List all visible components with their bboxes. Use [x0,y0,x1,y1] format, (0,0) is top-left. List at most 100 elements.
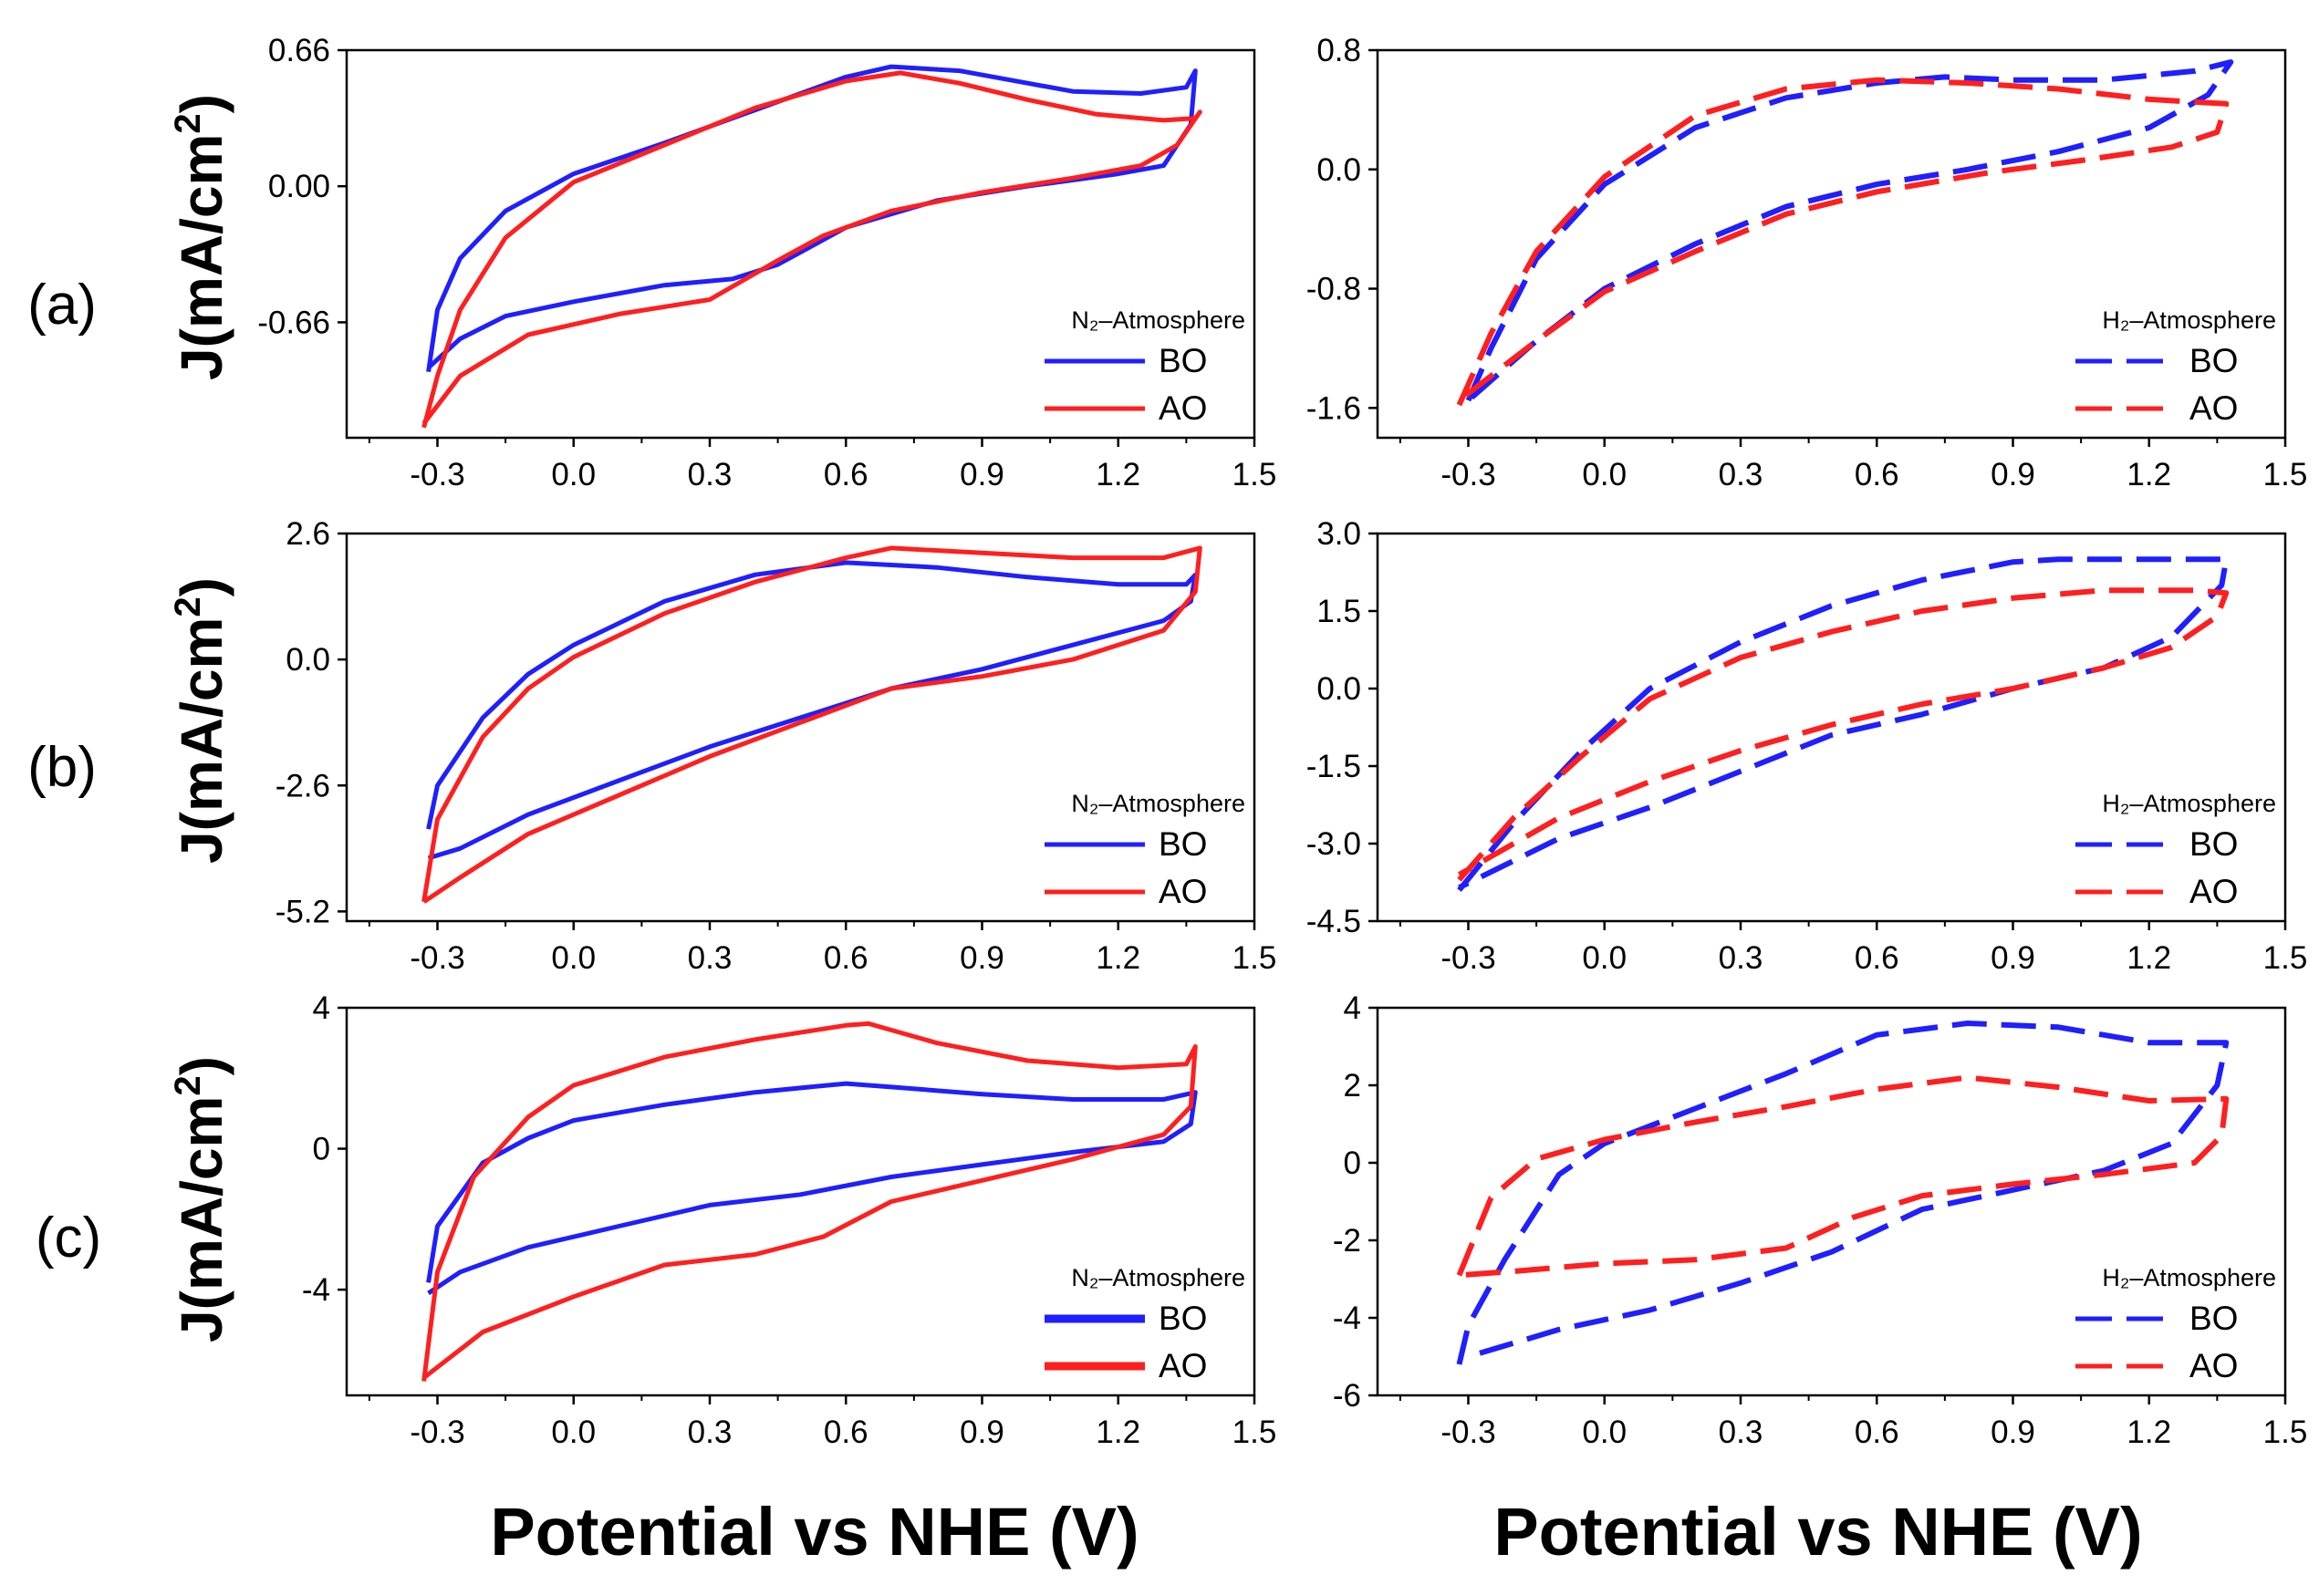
series-line-BO [426,64,1198,373]
series-line-BO [1457,556,2230,892]
x-tick-label: 1.2 [1096,940,1140,976]
y-axis-title-b: J(mA/cm2) [168,577,234,864]
legend-title: H₂–Atmosphere [2102,790,2276,817]
x-tick-label: 0.3 [688,1415,733,1450]
x-tick-label: -0.3 [1440,1415,1495,1450]
legend-label-BO: BO [1159,1300,1207,1337]
x-tick-label: 0.9 [1991,940,2035,976]
x-tick-label: 0.6 [824,940,868,976]
x-tick-label: 0.3 [1719,1415,1763,1450]
y-tick-label: 0.8 [1316,33,1361,68]
y-tick-label: -2 [1333,1223,1361,1259]
x-tick-label: 1.2 [1096,457,1140,492]
legend-label-BO: BO [2189,825,2238,863]
x-tick-label: 0.3 [1719,940,1763,976]
legend-title: H₂–Atmosphere [2102,1264,2276,1291]
y-tick-label: -4 [1333,1301,1361,1336]
x-tick-label: 0.6 [824,457,868,492]
x-tick-label: -0.3 [410,1415,464,1450]
x-tick-label: 0.0 [1582,1415,1627,1450]
plot-frame [1376,1006,2287,1397]
y-tick-label: -2.6 [276,768,330,803]
x-tick-label: 0.6 [1855,940,1899,976]
legend-label-AO: AO [2189,1347,2238,1384]
x-tick-label: -0.3 [1440,457,1495,492]
series-line-AO [1456,77,2230,407]
series-line-AO [421,70,1202,429]
legend-label-BO: BO [1159,825,1207,863]
panel-b-H2: -0.3 0.0 0.3 0.6 0.9 1.2 1.5 3.0 1.5 0.0 -1.5 -3.0 -… [1306,516,2308,976]
y-tick-label: -4.5 [1306,904,1361,939]
x-tick-label: 0.0 [551,1415,596,1450]
x-tick-label: 1.5 [2263,940,2308,976]
x-tick-label: -0.3 [410,940,464,976]
x-tick-label: 0.9 [960,457,1004,492]
y-axis-title-text: J(mA/cm [169,617,234,864]
y-axis-title-sup: 2 [168,1075,208,1095]
y-tick-label: -3.0 [1306,826,1361,862]
panel-b-N2: -0.3 0.0 0.3 0.6 0.9 1.2 1.5 2.6 0.0 -2.6 -5.2 N₂–A… [276,516,1277,976]
y-tick-label: 0.0 [1316,152,1361,188]
x-axis-title-left: Potential vs NHE (V) [490,1494,1139,1570]
plot-frame [345,532,1256,923]
series-line-AO [421,1021,1198,1382]
legend-title: N₂–Atmosphere [1071,306,1245,334]
y-tick-label: 0.0 [286,642,330,678]
y-axis-title-end: ) [169,1056,234,1075]
y-tick-label: -5.2 [276,894,330,929]
x-tick-label: 1.2 [2127,940,2171,976]
series-line-AO [1457,587,2230,882]
plot-frame [345,48,1256,440]
x-tick-label: 0.0 [551,940,596,976]
y-tick-label: -0.66 [257,305,330,340]
y-axis-title-sup: 2 [168,113,208,133]
x-tick-label: 1.5 [1232,457,1277,492]
y-axis-title-c: J(mA/cm2) [168,1056,234,1342]
panels: -0.3 0.0 0.3 0.6 0.9 1.2 1.50.660.00-0.66 N₂–At… [257,33,2307,1450]
x-tick-label: 0.9 [1991,457,2035,492]
x-tick-label: 0.9 [960,1415,1004,1450]
plot-frame [1376,532,2287,923]
series-line-BO [1465,59,2234,403]
x-tick-label: 0.6 [824,1415,868,1450]
x-tick-label: 1.2 [2127,457,2171,492]
y-tick-label: -4 [302,1272,330,1308]
y-tick-label: 0.00 [268,169,330,204]
y-tick-label: 1.5 [1316,594,1361,629]
x-tick-label: -0.3 [1440,940,1495,976]
x-tick-label: 0.9 [1991,1415,2035,1450]
y-axis-title-text: J(mA/cm [169,134,234,380]
plot-frame [345,1006,1256,1397]
y-tick-label: 4 [313,990,330,1026]
x-tick-label: -0.3 [410,457,464,492]
panel-a-N2: -0.3 0.0 0.3 0.6 0.9 1.2 1.5 0.66 0.00 -0.66 N₂–At… [257,33,1276,492]
x-tick-label: 1.5 [1232,940,1277,976]
panel-c-H2: -0.3 0.0 0.3 0.6 0.9 1.2 1.5 4 2 0 -2 -4 -6 H₂–Atmosp… [1333,990,2307,1450]
legend-label-AO: AO [2189,389,2238,427]
y-tick-label: 0 [313,1132,330,1167]
y-tick-label: 0 [1344,1145,1361,1181]
y-axis-title-sup: 2 [168,596,208,617]
x-tick-label: 0.0 [1582,940,1627,976]
y-axis-title-end: ) [169,577,234,596]
y-tick-label: -6 [1333,1378,1361,1414]
x-tick-label: 0.9 [960,940,1004,976]
series-line-BO [426,560,1198,861]
series-line-BO [1456,1021,2230,1365]
y-tick-label: 3.0 [1316,516,1361,552]
y-tick-label: 0.66 [268,33,330,68]
plot-frame [1376,48,2287,440]
y-tick-label: 4 [1344,990,1361,1026]
panel-a-H2: -0.3 0.0 0.3 0.6 0.9 1.2 1.5 0.8 0.0 -0.8 -1.6 H₂–A… [1306,33,2308,492]
x-tick-label: 0.0 [551,457,596,492]
x-tick-label: 0.0 [1582,457,1627,492]
series-line-AO [421,545,1202,904]
x-tick-label: 0.6 [1855,457,1899,492]
x-tick-label: 0.6 [1855,1415,1899,1450]
row-label-c: (c) [36,1207,101,1270]
y-tick-label: 0.0 [1316,671,1361,707]
y-axis-title-text: J(mA/cm [169,1096,234,1342]
y-tick-label: 2 [1344,1068,1361,1104]
y-tick-label: -1.6 [1306,390,1361,426]
